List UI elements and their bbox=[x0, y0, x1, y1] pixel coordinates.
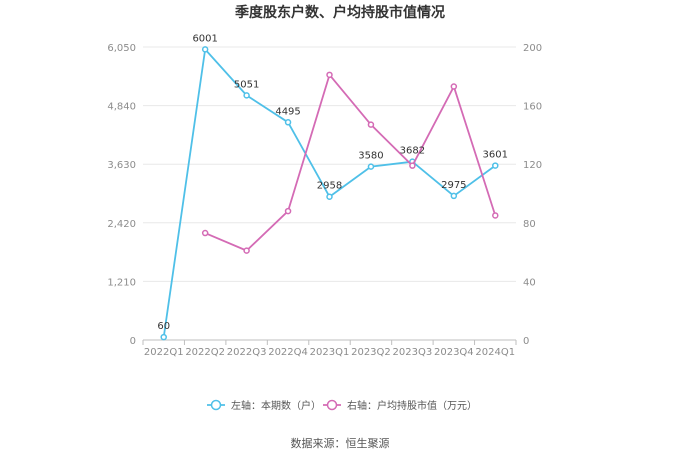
series-2-point bbox=[492, 212, 499, 219]
data-label: 5051 bbox=[234, 79, 259, 90]
source-note: 数据来源：恒生聚源 bbox=[291, 436, 390, 450]
series-1-point bbox=[492, 162, 499, 169]
series-1-point bbox=[284, 119, 292, 126]
series-1-point bbox=[326, 193, 333, 200]
data-label-layer: 60 6001 5051 4495 2958 3580 3682 2975 3601 bbox=[157, 33, 508, 332]
series-line-2 bbox=[204, 73, 497, 252]
x-axis-tick-label: 2022Q2 bbox=[185, 347, 225, 358]
data-label: 3601 bbox=[483, 150, 508, 161]
x-axis-tick-label: 2022Q4 bbox=[268, 347, 308, 358]
legend-item-2: 右轴：户均持股市值（万元） bbox=[323, 399, 477, 412]
right-axis-tick-label: 80 bbox=[523, 219, 536, 230]
right-axis-tick-label: 200 bbox=[523, 43, 542, 54]
series-2-point bbox=[326, 71, 333, 79]
series-1-point bbox=[160, 333, 167, 341]
data-label: 2958 bbox=[317, 181, 342, 192]
left-axis-tick-label: 2,420 bbox=[107, 219, 136, 230]
x-axis-tick-label: 2023Q3 bbox=[393, 347, 433, 358]
legend-label: 右轴：户均持股市值（万元） bbox=[347, 399, 477, 412]
series-2-point bbox=[367, 121, 375, 128]
left-axis-tick-label: 3,630 bbox=[107, 160, 136, 171]
series-2-point bbox=[201, 229, 209, 237]
legend-marker bbox=[210, 399, 222, 411]
series-2-point bbox=[450, 83, 458, 90]
legend-item-1: 左轴：本期数（户） bbox=[207, 399, 321, 412]
legend-label: 左轴：本期数（户） bbox=[231, 399, 321, 412]
series-1-point bbox=[367, 163, 375, 170]
right-axis-tick-label: 120 bbox=[523, 160, 542, 171]
data-label: 6001 bbox=[192, 33, 217, 44]
left-axis-tick-label: 4,840 bbox=[107, 102, 136, 113]
right-axis-tick-label: 0 bbox=[523, 336, 529, 347]
right-axis-tick-label: 160 bbox=[523, 102, 542, 113]
right-axis-tick-label: 40 bbox=[523, 277, 536, 288]
data-label: 2975 bbox=[441, 180, 466, 191]
x-axis-tick-label: 2022Q1 bbox=[144, 347, 184, 358]
legend-marker bbox=[326, 399, 338, 411]
series-1-point bbox=[243, 92, 250, 99]
data-label: 3580 bbox=[358, 151, 383, 162]
x-axis-tick-label: 2023Q4 bbox=[434, 347, 474, 358]
series-1-point bbox=[201, 46, 209, 53]
x-axis-tick-label: 2023Q1 bbox=[310, 347, 350, 358]
left-axis-tick-label: 6,050 bbox=[107, 43, 136, 54]
series-2-point bbox=[409, 162, 416, 169]
data-label: 60 bbox=[157, 321, 170, 332]
left-axis-tick-label: 1,210 bbox=[107, 277, 136, 288]
x-axis-tick-label: 2024Q1 bbox=[475, 347, 515, 358]
axis-layer: 0 0 1,210 40 2,420 80 3,630 120 4,840 160 6,050 200… bbox=[107, 43, 542, 358]
data-label: 3682 bbox=[400, 146, 425, 157]
chart-title: 季度股东户数、户均持股市值情况 bbox=[234, 4, 445, 21]
x-axis-tick-label: 2023Q2 bbox=[351, 347, 391, 358]
series-2-point bbox=[284, 207, 292, 215]
series-2-point bbox=[243, 247, 250, 254]
grid-layer bbox=[143, 46, 516, 282]
series-layer bbox=[160, 46, 499, 341]
series-1-point bbox=[450, 192, 458, 200]
series-line-1 bbox=[162, 48, 496, 338]
left-axis-tick-label: 0 bbox=[130, 336, 136, 347]
x-axis-tick-label: 2022Q3 bbox=[227, 347, 267, 358]
data-label: 4495 bbox=[275, 106, 300, 117]
legend: 左轴：本期数（户） 右轴：户均持股市值（万元） bbox=[207, 399, 477, 412]
